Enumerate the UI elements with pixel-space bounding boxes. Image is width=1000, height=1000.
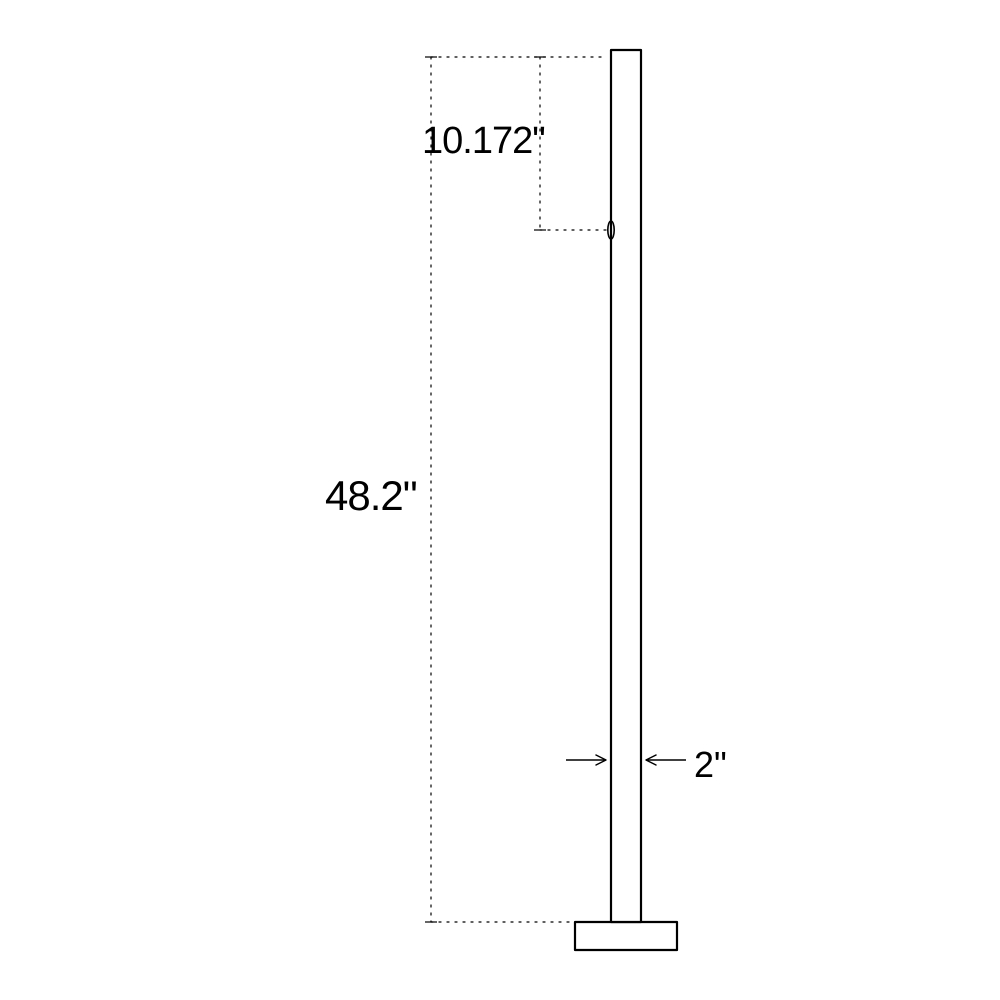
dimension-label-top-inset: 10.172" [422, 120, 545, 163]
dimension-label-width: 2" [694, 744, 727, 786]
dimension-label-height: 48.2" [325, 472, 417, 520]
pole [611, 50, 641, 922]
base-plate [575, 922, 677, 950]
technical-drawing: 48.2" 10.172" 2" [0, 0, 1000, 1000]
